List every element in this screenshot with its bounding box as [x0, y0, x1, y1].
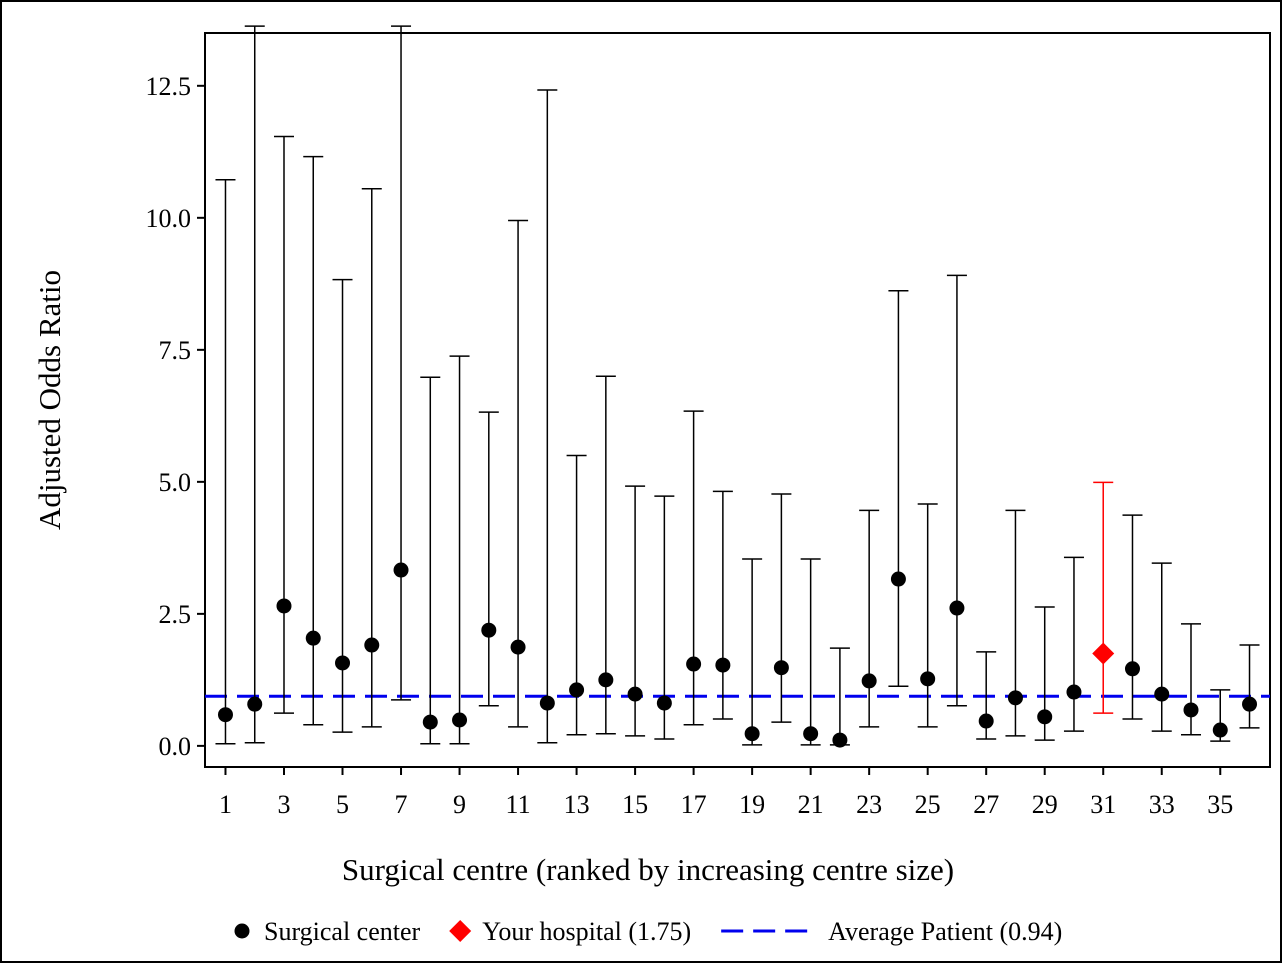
- y-tick-label: 0.0: [159, 732, 192, 761]
- x-tick-label: 11: [506, 790, 531, 819]
- point: [1124, 661, 1140, 677]
- point: [335, 655, 351, 671]
- x-tick-label: 33: [1149, 790, 1175, 819]
- point: [1183, 702, 1199, 718]
- point: [949, 600, 965, 616]
- point: [1037, 709, 1053, 725]
- x-tick-label: 5: [336, 790, 349, 819]
- point: [481, 622, 497, 638]
- point: [539, 695, 555, 711]
- point: [305, 630, 321, 646]
- point: [861, 673, 877, 689]
- x-tick-label: 25: [915, 790, 941, 819]
- plot-frame: [204, 32, 1271, 768]
- x-tick-label: 1: [219, 790, 232, 819]
- point: [569, 682, 585, 698]
- x-tick-label: 19: [739, 790, 765, 819]
- y-tick-label: 7.5: [159, 336, 192, 365]
- point: [920, 671, 936, 687]
- point: [803, 726, 819, 742]
- x-tick-label: 35: [1207, 790, 1233, 819]
- x-tick-label: 9: [453, 790, 466, 819]
- point: [773, 660, 789, 676]
- x-tick-label: 27: [973, 790, 999, 819]
- point: [686, 656, 702, 672]
- x-tick-label: 3: [277, 790, 290, 819]
- point: [744, 726, 760, 742]
- legend-label: Your hospital (1.75): [482, 917, 691, 946]
- y-tick-label: 12.5: [146, 72, 192, 101]
- point: [452, 712, 468, 728]
- y-axis-label: Adjusted Odds Ratio: [32, 270, 67, 530]
- y-tick-label: 10.0: [146, 204, 192, 233]
- point: [1066, 684, 1082, 700]
- point: [890, 571, 906, 587]
- x-tick-label: 7: [395, 790, 408, 819]
- x-tick-label: 13: [564, 790, 590, 819]
- legend-label: Surgical center: [264, 917, 421, 946]
- point: [364, 637, 380, 653]
- point: [656, 695, 672, 711]
- point: [234, 923, 250, 939]
- point: [978, 713, 994, 729]
- point: [1242, 696, 1258, 712]
- x-tick-label: 23: [856, 790, 882, 819]
- point: [598, 672, 614, 688]
- x-tick-label: 31: [1090, 790, 1116, 819]
- x-tick-label: 17: [681, 790, 707, 819]
- point: [276, 598, 292, 614]
- point: [1212, 722, 1228, 738]
- point: [247, 696, 263, 712]
- point: [715, 657, 731, 673]
- legend-label: Average Patient (0.94): [828, 917, 1062, 946]
- x-tick-label: 21: [798, 790, 824, 819]
- x-tick-label: 29: [1032, 790, 1058, 819]
- point: [1154, 686, 1170, 702]
- point: [393, 562, 409, 578]
- x-tick-label: 15: [622, 790, 648, 819]
- x-axis-label: Surgical centre (ranked by increasing ce…: [342, 852, 954, 887]
- point: [217, 707, 233, 723]
- y-tick-label: 2.5: [159, 600, 192, 629]
- point: [832, 732, 848, 748]
- point: [627, 686, 643, 702]
- point: [1007, 690, 1023, 706]
- point: [1092, 642, 1115, 665]
- y-tick-label: 5.0: [159, 468, 192, 497]
- point: [510, 639, 526, 655]
- point: [449, 920, 472, 942]
- point: [422, 714, 438, 730]
